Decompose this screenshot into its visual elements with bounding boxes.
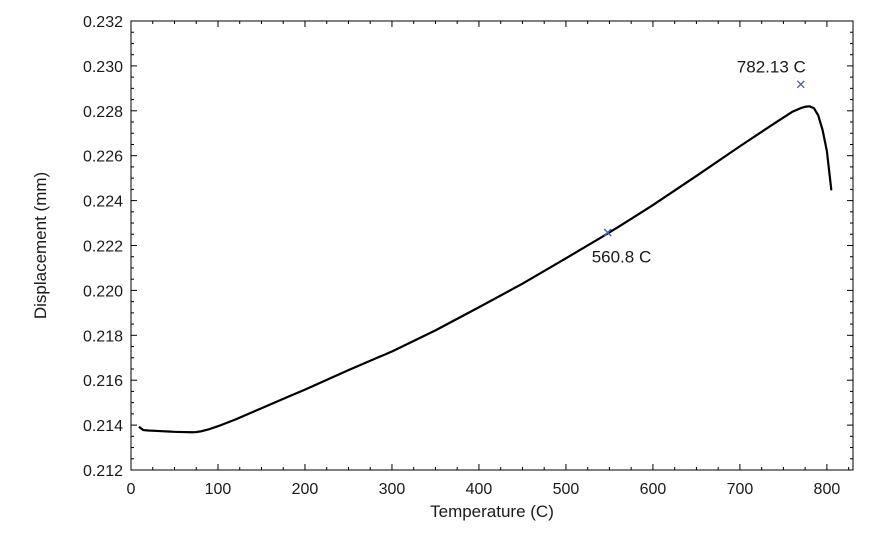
y-tick-label: 0.232 <box>83 14 123 31</box>
y-tick-label: 0.224 <box>83 194 123 211</box>
y-tick-label: 0.212 <box>83 463 123 480</box>
x-tick-label: 600 <box>640 481 667 498</box>
y-tick-label: 0.222 <box>83 239 123 256</box>
y-axis: 0.212 0.214 0.216 0.218 0.220 0.222 0.224 0.226… <box>83 14 853 480</box>
y-tick-label: 0.220 <box>83 283 123 300</box>
x-tick-label: 200 <box>292 481 319 498</box>
annotation-label: 782.13 C <box>737 57 806 76</box>
y-axis-label: Displacement (mm) <box>31 172 50 319</box>
x-tick-label: 100 <box>205 481 232 498</box>
displacement-series-line <box>138 105 833 434</box>
y-tick-label: 0.218 <box>83 328 123 345</box>
annotations: 560.8 C 782.13 C <box>592 57 806 266</box>
x-axis: 0 100 200 300 400 500 600 700 800 <box>127 21 850 498</box>
y-tick-label: 0.214 <box>83 418 123 435</box>
x-tick-label: 0 <box>127 481 136 498</box>
y-tick-label: 0.216 <box>83 373 123 390</box>
annotation-label: 560.8 C <box>592 247 652 266</box>
y-tick-label: 0.230 <box>83 59 123 76</box>
x-tick-label: 400 <box>466 481 493 498</box>
x-tick-label: 500 <box>553 481 580 498</box>
annotation-marker <box>796 80 805 89</box>
x-tick-label: 700 <box>727 481 754 498</box>
y-tick-label: 0.228 <box>83 104 123 121</box>
x-tick-label: 300 <box>379 481 406 498</box>
y-tick-label: 0.226 <box>83 149 123 166</box>
x-tick-label: 800 <box>814 481 841 498</box>
x-axis-label: Temperature (C) <box>430 502 554 521</box>
annotation-marker <box>603 228 612 237</box>
